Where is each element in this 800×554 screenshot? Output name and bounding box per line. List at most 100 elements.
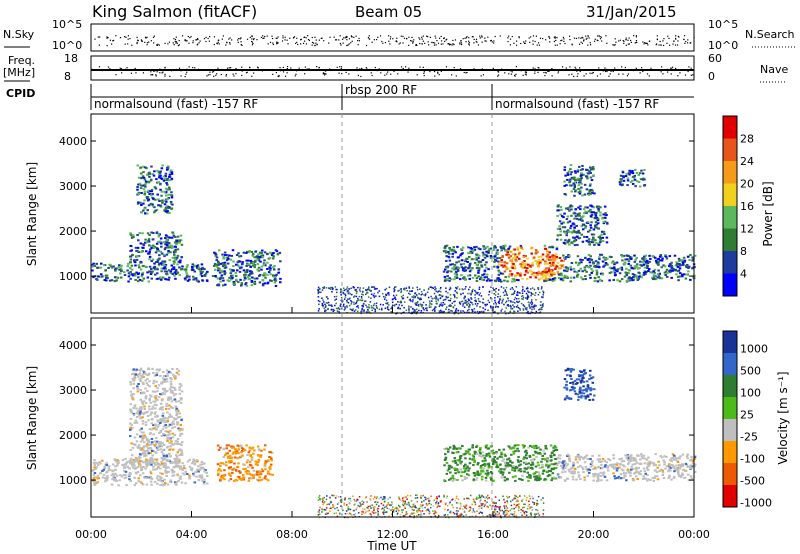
power-cell bbox=[454, 311, 457, 313]
power-cell bbox=[249, 261, 253, 264]
power-cell bbox=[443, 303, 446, 306]
power-cell bbox=[481, 310, 483, 313]
power-cell bbox=[440, 294, 442, 297]
power-cell bbox=[192, 278, 195, 281]
velocity-cell bbox=[96, 464, 100, 467]
nave-point bbox=[532, 67, 534, 69]
velocity-cell bbox=[246, 470, 249, 473]
power-cell bbox=[372, 286, 374, 288]
power-cell bbox=[513, 248, 516, 251]
power-cell bbox=[322, 304, 324, 307]
power-cell bbox=[661, 257, 664, 260]
power-cell bbox=[664, 273, 667, 276]
velocity-cell bbox=[250, 474, 253, 477]
nave-point bbox=[463, 71, 465, 74]
power-cell bbox=[429, 286, 432, 288]
power-cell bbox=[521, 248, 524, 251]
velocity-cell bbox=[178, 467, 182, 470]
noise-point bbox=[524, 42, 526, 44]
power-cell bbox=[485, 253, 488, 256]
power-cell bbox=[626, 177, 630, 180]
power-cell bbox=[456, 245, 459, 248]
power-cell bbox=[590, 179, 594, 182]
power-cell bbox=[150, 260, 153, 263]
power-cell bbox=[529, 276, 532, 279]
noise-point bbox=[222, 35, 224, 37]
nave-point bbox=[504, 72, 506, 74]
velocity-cell bbox=[132, 382, 136, 385]
nave-point bbox=[606, 70, 608, 73]
power-cell bbox=[260, 268, 263, 271]
nave-point bbox=[632, 69, 634, 72]
power-cell bbox=[138, 232, 141, 235]
velocity-cell bbox=[131, 464, 134, 467]
noise-point bbox=[305, 37, 307, 39]
noise-point bbox=[459, 42, 461, 44]
nave-point bbox=[679, 72, 681, 74]
noise-point bbox=[509, 38, 512, 40]
power-cell bbox=[461, 288, 464, 290]
velocity-cell bbox=[173, 433, 177, 436]
power-cell bbox=[513, 280, 517, 283]
power-cell bbox=[574, 171, 577, 174]
nave-point bbox=[159, 68, 161, 70]
power-cell bbox=[570, 190, 573, 193]
nave-point bbox=[178, 67, 181, 69]
velocity-cell bbox=[141, 434, 145, 437]
power-cell bbox=[487, 249, 491, 252]
power-cell bbox=[188, 275, 191, 278]
power-cell bbox=[416, 286, 418, 289]
power-cell bbox=[394, 296, 396, 299]
noise-point bbox=[392, 38, 394, 40]
noise-point bbox=[472, 36, 474, 38]
power-cell bbox=[580, 233, 584, 236]
power-cell bbox=[229, 258, 233, 261]
velocity-cell bbox=[147, 372, 151, 375]
power-cell bbox=[475, 291, 478, 294]
noise-point bbox=[345, 35, 347, 38]
velocity-cell bbox=[115, 474, 119, 477]
power-cell bbox=[157, 258, 160, 261]
power-cell bbox=[497, 293, 500, 295]
velocity-cell bbox=[161, 414, 165, 417]
velocity-cell bbox=[226, 452, 229, 455]
power-cell bbox=[534, 249, 538, 252]
power-cell bbox=[231, 274, 234, 277]
power-cell bbox=[440, 286, 442, 289]
velocity-cell bbox=[163, 421, 166, 424]
power-cell bbox=[134, 278, 137, 281]
power-cell bbox=[596, 217, 600, 220]
power-cell bbox=[366, 306, 368, 308]
power-cell bbox=[497, 301, 500, 304]
power-cell bbox=[531, 306, 533, 308]
velocity-cell bbox=[137, 382, 140, 385]
noise-point bbox=[313, 42, 315, 44]
power-cell bbox=[340, 288, 343, 290]
power-cell bbox=[170, 171, 174, 174]
noise-point bbox=[323, 40, 325, 42]
velocity-cell bbox=[167, 459, 171, 462]
nave-point bbox=[571, 73, 573, 75]
nave-point bbox=[466, 71, 468, 74]
velocity-cell bbox=[135, 407, 138, 410]
power-cell bbox=[244, 273, 247, 276]
velocity-cell bbox=[138, 407, 142, 410]
power-cell bbox=[509, 250, 513, 253]
power-cell bbox=[427, 288, 430, 291]
power-cell bbox=[229, 272, 233, 275]
power-cell bbox=[544, 275, 547, 278]
power-cell bbox=[659, 254, 663, 257]
power-cell bbox=[215, 256, 219, 259]
power-cell bbox=[156, 272, 159, 275]
nave-tick-high: 60 bbox=[708, 52, 722, 65]
velocity-cell bbox=[228, 449, 232, 452]
noise-point bbox=[436, 39, 438, 42]
velocity-cell bbox=[123, 477, 127, 480]
velocity-cell bbox=[157, 462, 161, 465]
velocity-cell bbox=[138, 461, 141, 464]
power-cell bbox=[172, 268, 176, 271]
power-cell bbox=[251, 254, 255, 257]
nave-point bbox=[537, 71, 539, 73]
power-cell bbox=[461, 300, 464, 303]
